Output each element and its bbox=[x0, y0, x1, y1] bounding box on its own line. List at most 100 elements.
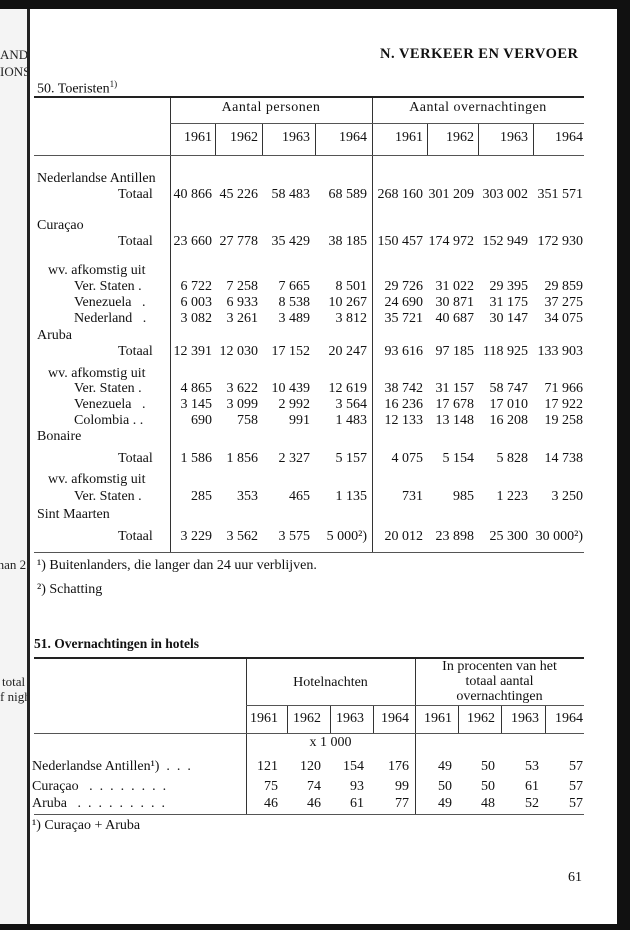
table-cell: 3 622 bbox=[226, 381, 259, 396]
row-label-total: Totaal bbox=[118, 234, 153, 249]
table-cell: 29 726 bbox=[384, 279, 424, 294]
group-header-percent-3: overnachtingen bbox=[456, 689, 543, 704]
table51-top-rule bbox=[34, 657, 584, 659]
year-divider bbox=[262, 124, 263, 155]
table-cell: 1 856 bbox=[226, 451, 259, 466]
footnote-2: ²) Schatting bbox=[37, 582, 103, 597]
table-cell: 17 152 bbox=[271, 344, 311, 359]
bleed-text: total bbox=[2, 674, 26, 689]
table-cell: 118 925 bbox=[483, 344, 528, 359]
scan-border-bottom bbox=[0, 924, 630, 930]
table-cell: 50 bbox=[481, 759, 495, 774]
table-cell: 53 bbox=[525, 759, 539, 774]
table-cell: 50 bbox=[481, 779, 495, 794]
table-cell: 46 bbox=[307, 796, 321, 811]
section-header: N. VERKEER EN VERVOER bbox=[380, 46, 579, 62]
table-cell: 16 236 bbox=[384, 397, 424, 412]
bleed-text: than 2 bbox=[0, 557, 27, 572]
table-cell: 3 082 bbox=[180, 311, 213, 326]
table-cell: 8 501 bbox=[335, 279, 368, 294]
table-cell: 40 866 bbox=[173, 187, 213, 202]
table-cell: 57 bbox=[569, 796, 583, 811]
table-cell: 121 bbox=[257, 759, 278, 774]
table-cell: 5 000²) bbox=[326, 529, 367, 544]
table-cell: 75 bbox=[264, 779, 278, 794]
table-cell: 991 bbox=[289, 413, 310, 428]
row-label-group: Nederlandse Antillen bbox=[37, 171, 156, 186]
table-cell: 68 589 bbox=[328, 187, 368, 202]
unit-label: x 1 000 bbox=[309, 735, 352, 750]
year-divider bbox=[478, 124, 479, 155]
column-divider bbox=[415, 659, 416, 814]
column-divider bbox=[246, 659, 247, 814]
year-divider bbox=[330, 706, 331, 733]
footnote-1: ¹) Buitenlanders, die langer dan 24 uur … bbox=[37, 558, 317, 573]
table50-title: 50. Toeristen1) bbox=[37, 79, 117, 98]
bleed-text: f night bbox=[0, 689, 27, 704]
table-cell: 37 275 bbox=[544, 295, 584, 310]
table-cell: 57 bbox=[569, 759, 583, 774]
row-label-sub: wv. afkomstig uit bbox=[48, 263, 146, 278]
group-header-nights: Aantal overnachtingen bbox=[409, 100, 547, 115]
row-label-item: Ver. Staten . bbox=[74, 279, 142, 294]
table-cell: 97 185 bbox=[435, 344, 475, 359]
row-label: Aruba . . . . . . . . . bbox=[32, 796, 165, 811]
table-cell: 1 483 bbox=[335, 413, 368, 428]
table-cell: 14 738 bbox=[544, 451, 584, 466]
table-cell: 690 bbox=[191, 413, 212, 428]
table-cell: 268 160 bbox=[377, 187, 424, 202]
row-label-item: Venezuela . bbox=[74, 295, 146, 310]
table-cell: 23 898 bbox=[435, 529, 475, 544]
column-divider bbox=[170, 98, 171, 553]
table-cell: 58 483 bbox=[271, 187, 311, 202]
year-divider bbox=[458, 706, 459, 733]
table-cell: 29 859 bbox=[544, 279, 584, 294]
table-cell: 61 bbox=[525, 779, 539, 794]
table-cell: 3 229 bbox=[180, 529, 213, 544]
header-rule bbox=[34, 155, 584, 156]
table-cell: 71 966 bbox=[544, 381, 584, 396]
table-cell: 49 bbox=[438, 796, 452, 811]
table-cell: 172 930 bbox=[537, 234, 584, 249]
year-divider bbox=[501, 706, 502, 733]
table-cell: 2 992 bbox=[278, 397, 311, 412]
facing-page-bleed: AND IONS than 2 total f night bbox=[0, 9, 27, 930]
table-cell: 16 208 bbox=[489, 413, 529, 428]
page-number: 61 bbox=[568, 870, 582, 885]
table-cell: 50 bbox=[438, 779, 452, 794]
year-header: 1961 bbox=[395, 130, 423, 145]
year-divider bbox=[315, 124, 316, 155]
table-cell: 10 439 bbox=[271, 381, 311, 396]
table-cell: 465 bbox=[289, 489, 310, 504]
column-divider bbox=[372, 98, 373, 553]
group-header-percent-2: totaal aantal bbox=[465, 674, 534, 689]
table-cell: 61 bbox=[350, 796, 364, 811]
table-cell: 20 247 bbox=[328, 344, 368, 359]
table-cell: 77 bbox=[395, 796, 409, 811]
table-cell: 34 075 bbox=[544, 311, 584, 326]
bleed-text: AND bbox=[0, 47, 27, 62]
table-cell: 40 687 bbox=[435, 311, 475, 326]
table-cell: 27 778 bbox=[219, 234, 259, 249]
table-cell: 23 660 bbox=[173, 234, 213, 249]
group-header-hotel-nights: Hotelnachten bbox=[293, 675, 368, 690]
table-cell: 38 742 bbox=[384, 381, 424, 396]
header-rule bbox=[170, 123, 584, 124]
year-header: 1962 bbox=[446, 130, 474, 145]
table-cell: 48 bbox=[481, 796, 495, 811]
year-header: 1961 bbox=[250, 711, 278, 726]
year-divider bbox=[215, 124, 216, 155]
table-cell: 174 972 bbox=[428, 234, 475, 249]
table-cell: 7 258 bbox=[226, 279, 259, 294]
table-cell: 31 175 bbox=[489, 295, 529, 310]
table51-footnote: ¹) Curaçao + Aruba bbox=[32, 818, 141, 833]
table-cell: 30 147 bbox=[489, 311, 529, 326]
table-cell: 133 903 bbox=[537, 344, 584, 359]
table-cell: 351 571 bbox=[537, 187, 584, 202]
table-cell: 58 747 bbox=[489, 381, 529, 396]
table-cell: 31 022 bbox=[435, 279, 475, 294]
year-header: 1963 bbox=[336, 711, 364, 726]
page-gutter bbox=[27, 9, 30, 930]
table-cell: 3 099 bbox=[226, 397, 259, 412]
group-header-persons: Aantal personen bbox=[221, 100, 321, 115]
